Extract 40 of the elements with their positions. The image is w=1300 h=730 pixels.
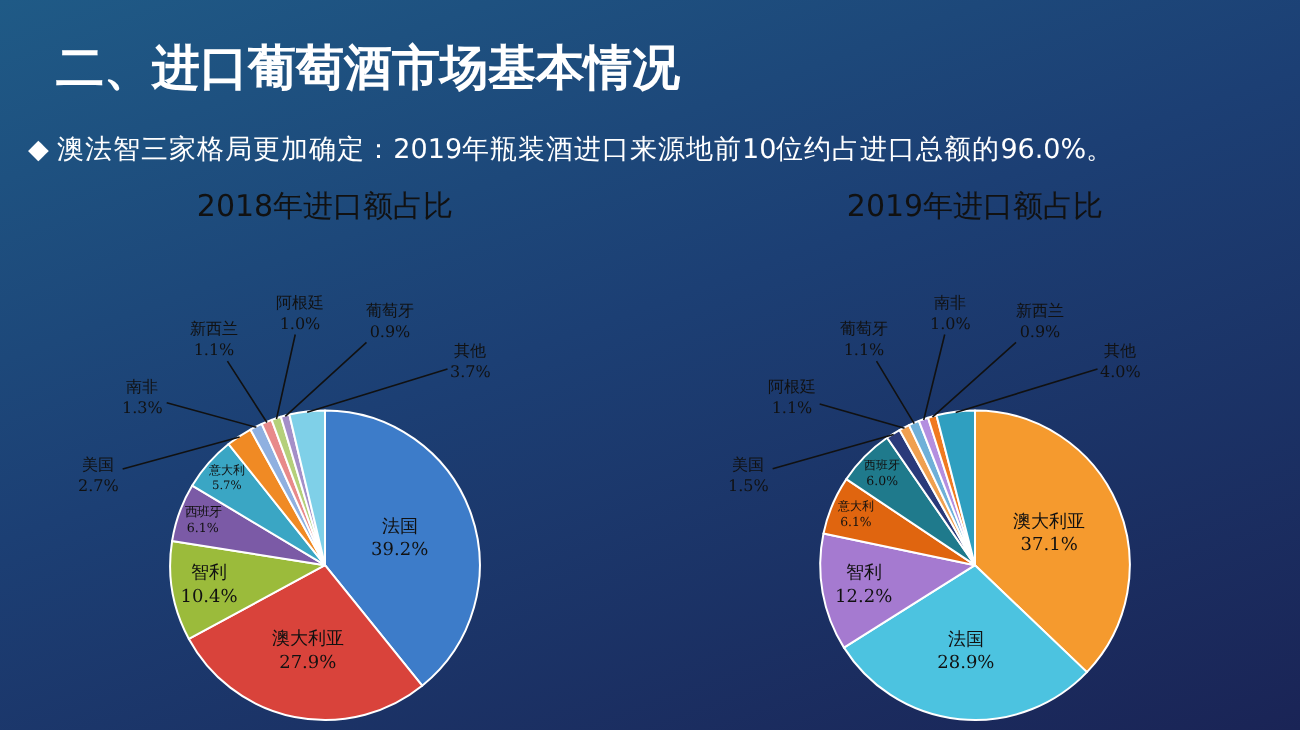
data-label: 39.2% [371, 541, 430, 562]
chart-title: 2019年进口额占比 [846, 187, 1104, 224]
slice-label: 葡萄牙 [366, 302, 414, 320]
data-label: 1.0% [930, 314, 972, 333]
data-label: 37.1% [1020, 536, 1079, 557]
slice-label: 智利 [191, 562, 228, 585]
data-label: 1.1% [843, 340, 886, 359]
slice-label: 新西兰 [1016, 302, 1064, 320]
slice-label: 法国 [381, 515, 418, 538]
slice-label: 葡萄牙 [840, 320, 888, 338]
text: 二、进口葡萄酒市场基本情况 [56, 38, 680, 100]
data-label: 1.1% [193, 340, 236, 359]
slice-label: 南非 [126, 378, 159, 396]
slice-label: 智利 [845, 562, 882, 585]
data-label: 10.4% [180, 587, 239, 608]
slice-label: 法国 [947, 628, 984, 651]
data-label: 0.9% [369, 322, 412, 341]
data-label: 1.3% [122, 398, 164, 417]
slice-label: 阿根廷 [768, 378, 816, 396]
data-label: 1.1% [771, 398, 814, 417]
slice-label: 南非 [934, 294, 967, 312]
slice-label: 其他 [454, 342, 487, 360]
data-label: 27.9% [279, 653, 338, 674]
data-label: 12.2% [835, 587, 894, 608]
slice-label: 新西兰 [190, 320, 238, 338]
slice-label: 澳大利亚 [271, 628, 344, 651]
slice-label: 阿根廷 [276, 294, 324, 312]
data-label: 3.7% [450, 362, 492, 381]
slice-label: 美国 [82, 456, 115, 474]
data-label: 2.7% [78, 476, 120, 495]
slice-label: 其他 [1104, 342, 1137, 360]
slice-label: 澳大利亚 [1013, 510, 1086, 533]
slice-label: 美国 [732, 456, 765, 474]
data-label: 1.5% [728, 476, 770, 495]
data-label: 28.9% [937, 654, 996, 674]
data-label: 4.0% [1100, 362, 1142, 381]
chart-title: 2018年进口额占比 [196, 187, 454, 224]
text: ◆ 澳法智三家格局更加确定：2019年瓶装酒进口来源地前10位约占进口总额的96.0%。 [28, 132, 1115, 168]
data-label: 0.9% [1019, 322, 1062, 341]
data-label: 1.0% [279, 314, 322, 333]
